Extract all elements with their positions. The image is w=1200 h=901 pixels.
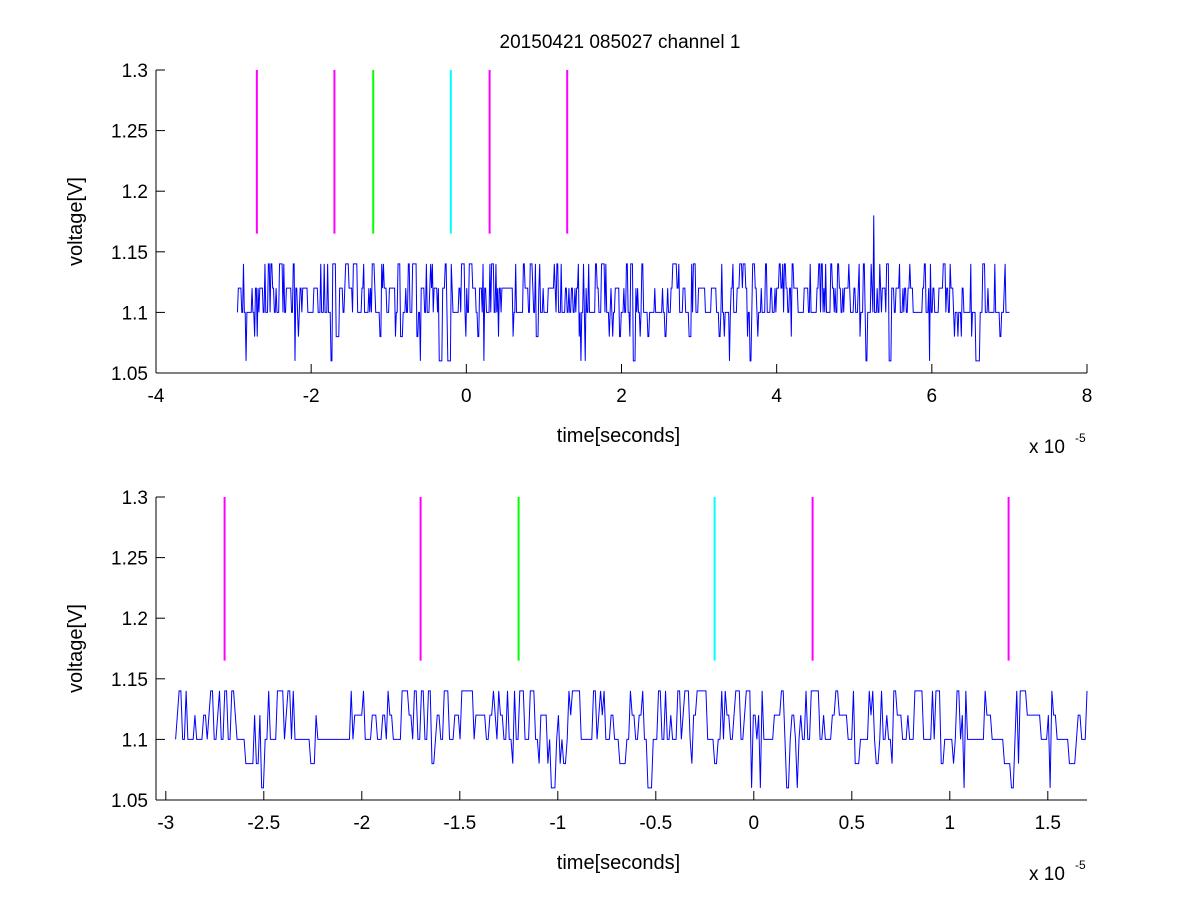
y-axis-label: voltage[V] [65, 177, 87, 266]
x-tick-label: -2.5 [247, 813, 280, 834]
x-tick-label: 1 [945, 813, 956, 834]
x-tick-label: -1 [549, 813, 566, 834]
voltage-signal-line [175, 690, 1088, 789]
x-tick-label: 0 [749, 813, 760, 834]
x-tick-label: 0 [461, 386, 472, 407]
y-tick-label: 1.05 [111, 364, 148, 385]
top-axes: 1.05 1.1 1.15 1.2 1.25 1.3 -4 -2 0 2 4 6 8 time[secon… [65, 61, 1092, 458]
x-tick-label: 2 [616, 386, 627, 407]
y-axis-label: voltage[V] [65, 604, 87, 693]
x-tick-label: -4 [148, 386, 165, 407]
y-tick-label: 1.15 [111, 670, 148, 691]
x-exponent-power: -5 [1075, 431, 1086, 445]
figure-title: 20150421 085027 channel 1 [500, 32, 741, 53]
x-axis-label: time[seconds] [557, 852, 680, 874]
x-exponent-label: x 10 [1029, 437, 1065, 458]
x-tick-label: -0.5 [639, 813, 672, 834]
x-axis-label: time[seconds] [557, 425, 680, 447]
y-tick-label: 1.25 [111, 549, 148, 570]
x-tick-label: -3 [157, 813, 174, 834]
y-tick-label: 1.2 [122, 609, 148, 630]
x-tick-label: 6 [927, 386, 938, 407]
bottom-axes: 1.05 1.1 1.15 1.2 1.25 1.3 -3 -2.5 -2 -1.5 -1 -0.5 0… [65, 488, 1088, 885]
voltage-signal-line [236, 215, 1010, 362]
x-tick-label: -2 [303, 386, 320, 407]
x-tick-label: 1.5 [1035, 813, 1061, 834]
x-tick-label: 4 [771, 386, 782, 407]
y-tick-label: 1.3 [122, 488, 148, 509]
x-tick-label: 8 [1082, 386, 1093, 407]
y-tick-label: 1.25 [111, 122, 148, 143]
x-exponent-power: -5 [1075, 858, 1086, 872]
y-tick-label: 1.1 [122, 730, 148, 751]
y-tick-label: 1.3 [122, 61, 148, 82]
y-tick-label: 1.1 [122, 303, 148, 324]
y-tick-label: 1.05 [111, 791, 148, 812]
x-exponent-label: x 10 [1029, 864, 1065, 885]
x-tick-label: -2 [353, 813, 370, 834]
x-tick-label: 0.5 [839, 813, 865, 834]
y-tick-label: 1.2 [122, 182, 148, 203]
x-tick-label: -1.5 [443, 813, 476, 834]
y-tick-label: 1.15 [111, 243, 148, 264]
